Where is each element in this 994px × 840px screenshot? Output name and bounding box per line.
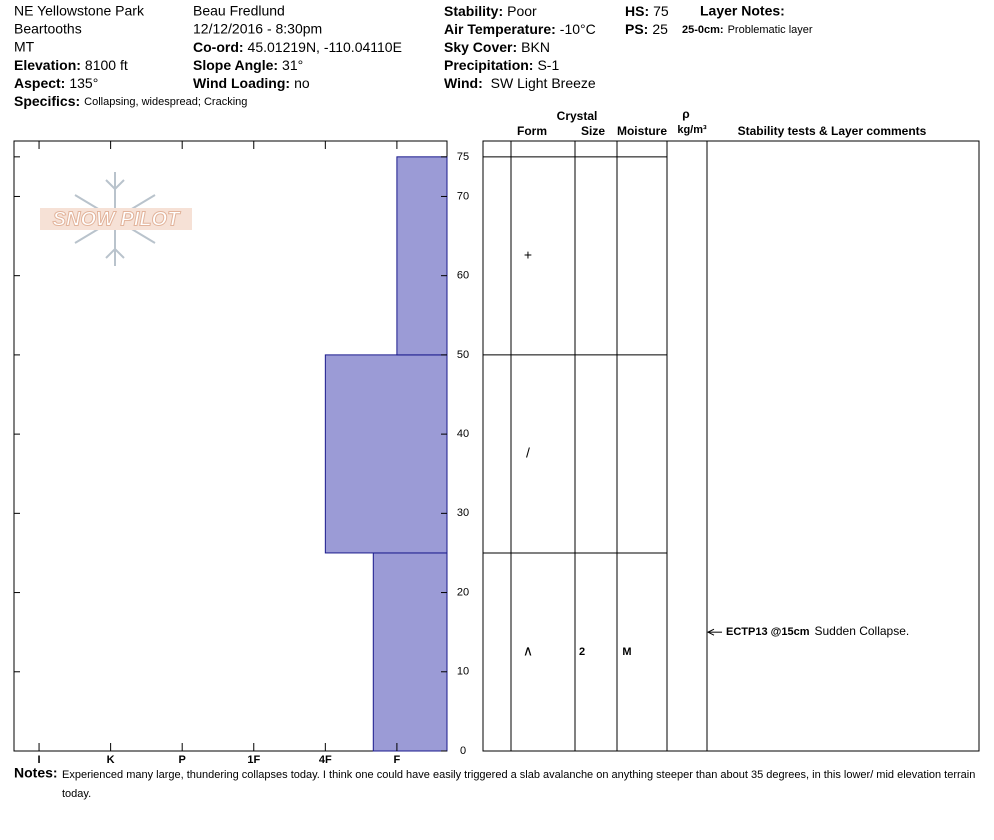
logo-banner bbox=[40, 208, 192, 230]
field: Elevation: 8100 ft bbox=[14, 57, 128, 73]
hardness-bar bbox=[396, 156, 448, 356]
field-label: Aspect: bbox=[14, 75, 65, 91]
layer-table-frame bbox=[482, 140, 980, 752]
layer-notes-title: Layer Notes: bbox=[700, 3, 785, 19]
y-tick-label: 0 bbox=[460, 745, 466, 757]
grain-form: + bbox=[524, 247, 532, 263]
field: Wind: SW Light Breeze bbox=[444, 75, 596, 91]
field-label: Stability: bbox=[444, 3, 503, 19]
y-tick-label: 50 bbox=[457, 349, 469, 361]
x-tick-label: F bbox=[394, 754, 401, 766]
field: PS: 25 bbox=[625, 21, 668, 37]
field-value: 135° bbox=[69, 75, 98, 91]
field-label: Slope Angle: bbox=[193, 57, 278, 73]
stability-test: ECTP13 @15cm Sudden Collapse. bbox=[726, 624, 909, 638]
field-value: 8100 ft bbox=[85, 57, 128, 73]
table-columns bbox=[510, 141, 708, 751]
field-label: HS: bbox=[625, 3, 649, 19]
x-tick-label: K bbox=[107, 754, 115, 766]
grain-form: / bbox=[526, 445, 530, 461]
field-label: Wind Loading: bbox=[193, 75, 290, 91]
field-label: 25-0cm: bbox=[682, 24, 724, 36]
location: NE Yellowstone Park bbox=[14, 3, 145, 19]
field-label: Elevation: bbox=[14, 57, 81, 73]
field-label: Co-ord: bbox=[193, 39, 244, 55]
x-tick-label: P bbox=[179, 754, 186, 766]
y-tick-label: 10 bbox=[457, 666, 469, 678]
field: Air Temperature: -10°C bbox=[444, 21, 596, 37]
logo-text: SNOW PILOT bbox=[53, 208, 181, 230]
field-value: 75 bbox=[653, 3, 669, 19]
header-crystal: Crystal bbox=[557, 109, 598, 123]
field-label: PS: bbox=[625, 21, 648, 37]
y-tick-label: 20 bbox=[457, 586, 469, 598]
field: Sky Cover: BKN bbox=[444, 39, 550, 55]
x-tick-label: 1F bbox=[247, 754, 260, 766]
field: Stability: Poor bbox=[444, 3, 537, 19]
field: 25-0cm: Problematic layer bbox=[682, 24, 813, 36]
header-moisture: Moisture bbox=[617, 124, 667, 138]
y-tick-label: 40 bbox=[457, 428, 469, 440]
field-value: SW Light Breeze bbox=[487, 75, 596, 91]
field-value: Problematic layer bbox=[728, 24, 813, 36]
test-comment: Sudden Collapse. bbox=[815, 624, 910, 638]
field-value: Poor bbox=[507, 3, 537, 19]
moisture: M bbox=[622, 646, 631, 658]
field-value: no bbox=[294, 75, 310, 91]
field-label: Wind: bbox=[444, 75, 483, 91]
test-code: ECTP13 @15cm bbox=[726, 626, 810, 638]
field-label: Specifics: bbox=[14, 93, 80, 109]
range: Beartooths bbox=[14, 21, 82, 37]
y-tick-label: 30 bbox=[457, 507, 469, 519]
hardness-bar bbox=[324, 354, 448, 554]
x-tick-label: 4F bbox=[319, 754, 332, 766]
field-value: 45.01219N, -110.04110E bbox=[248, 39, 402, 55]
field: Aspect: 135° bbox=[14, 75, 98, 91]
field-label: Precipitation: bbox=[444, 57, 533, 73]
field: Co-ord: 45.01219N, -110.04110E bbox=[193, 39, 402, 55]
field: Precipitation: S-1 bbox=[444, 57, 559, 73]
header-size: Size bbox=[581, 124, 605, 138]
header-form: Form bbox=[517, 124, 547, 138]
y-tick-label: 75 bbox=[457, 151, 469, 163]
field-value: Collapsing, widespread; Cracking bbox=[84, 96, 247, 108]
field: Wind Loading: no bbox=[193, 75, 310, 91]
x-tick-label: I bbox=[38, 754, 41, 766]
field-value: S-1 bbox=[537, 57, 559, 73]
y-tick-label: 60 bbox=[457, 270, 469, 282]
field-value: 25 bbox=[652, 21, 668, 37]
grain-form: ∧ bbox=[523, 643, 533, 659]
notes-label: Notes: bbox=[14, 765, 58, 781]
state: MT bbox=[14, 39, 35, 55]
header-density: ρ bbox=[682, 107, 689, 121]
notes-text: Experienced many large, thundering colla… bbox=[62, 769, 976, 800]
field-value: -10°C bbox=[560, 21, 596, 37]
grain-size: 2 bbox=[579, 646, 585, 658]
field-value: 31° bbox=[282, 57, 303, 73]
field: HS: 75 bbox=[625, 3, 669, 19]
header-density-unit: kg/m³ bbox=[677, 124, 707, 136]
field-value: BKN bbox=[521, 39, 550, 55]
y-tick-label: 70 bbox=[457, 190, 469, 202]
field-label: Sky Cover: bbox=[444, 39, 517, 55]
field: Slope Angle: 31° bbox=[193, 57, 303, 73]
datetime: 12/12/2016 - 8:30pm bbox=[193, 21, 322, 37]
hardness-bar bbox=[372, 552, 448, 752]
test-arrow-head bbox=[706, 628, 715, 636]
notes-box: Experienced many large, thundering colla… bbox=[62, 769, 976, 800]
field-label: Air Temperature: bbox=[444, 21, 556, 37]
header-comments: Stability tests & Layer comments bbox=[738, 124, 927, 138]
observer: Beau Fredlund bbox=[193, 3, 285, 19]
field: Specifics: Collapsing, widespread; Cracki… bbox=[14, 93, 247, 109]
